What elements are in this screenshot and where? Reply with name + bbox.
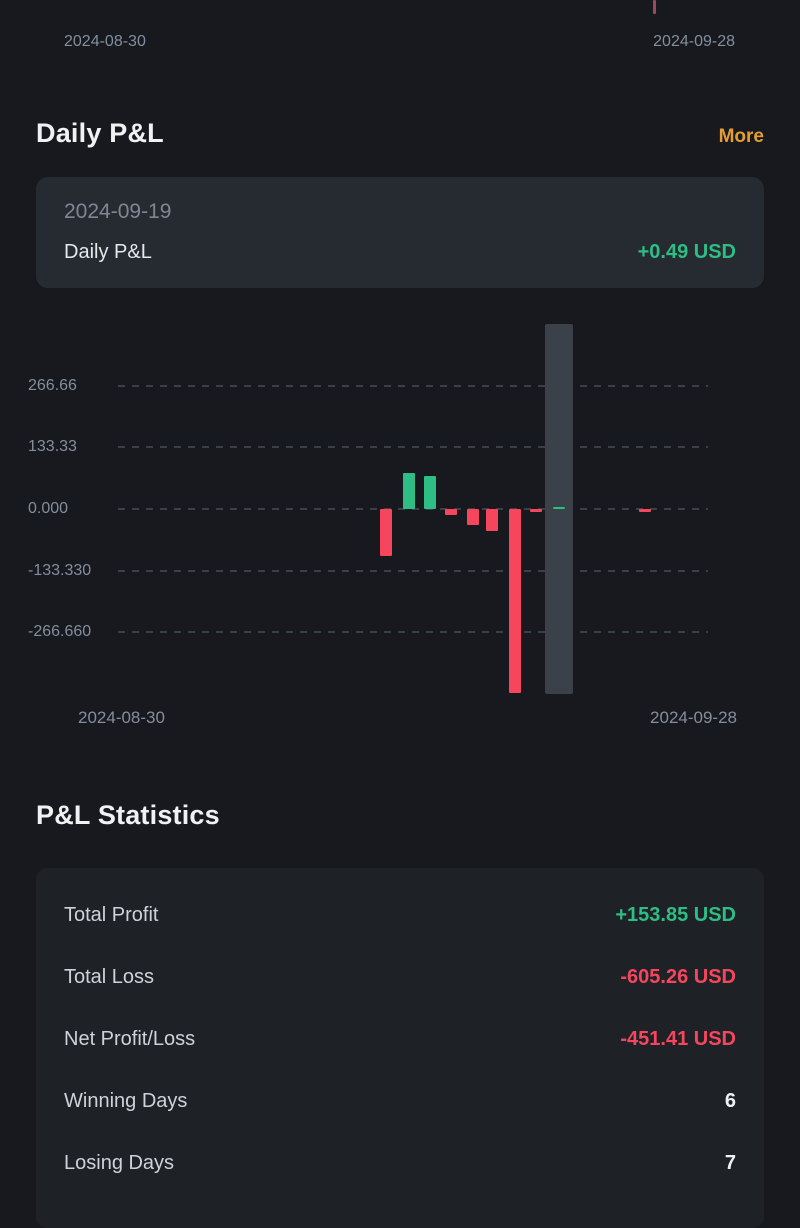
stat-label: Losing Days bbox=[64, 1151, 175, 1174]
stat-label: Total Profit bbox=[64, 903, 159, 926]
stat-value: 7 bbox=[724, 1151, 736, 1174]
y-tick-label: 133.33 bbox=[28, 438, 77, 456]
gridline bbox=[118, 446, 708, 449]
x-axis-start-date: 2024-08-30 bbox=[78, 708, 165, 727]
previous-chart-axis: 2024-08-30 2024-09-28 bbox=[0, 0, 800, 70]
daily-pnl-chart: 266.66 133.33 0.000 -133.330 -266.660 bbox=[0, 324, 800, 694]
stats-card: Total Profit +153.85 USD Total Loss -605… bbox=[36, 868, 764, 1228]
gridline bbox=[118, 631, 708, 634]
prev-axis-start-date: 2024-08-30 bbox=[64, 33, 146, 50]
pnl-statistics-header: P&L Statistics bbox=[0, 800, 800, 831]
chart-x-axis: 2024-08-30 2024-09-28 bbox=[0, 694, 800, 738]
stat-row: Total Profit +153.85 USD bbox=[64, 884, 736, 946]
stat-value: -605.26 USD bbox=[620, 965, 736, 988]
stat-value: 6 bbox=[724, 1089, 736, 1112]
bar[interactable] bbox=[402, 472, 415, 509]
selected-date: 2024-09-19 bbox=[64, 200, 172, 223]
stat-row: Losing Days 7 bbox=[64, 1132, 736, 1194]
selected-day-card: 2024-09-19 Daily P&L +0.49 USD bbox=[36, 177, 764, 288]
stat-value: -451.41 USD bbox=[620, 1027, 736, 1050]
previous-chart-bar-fragment bbox=[653, 0, 656, 14]
bar[interactable] bbox=[423, 475, 436, 509]
bar[interactable] bbox=[380, 509, 393, 557]
daily-pnl-title: Daily P&L bbox=[36, 118, 164, 148]
more-link[interactable]: More bbox=[718, 126, 764, 147]
bar[interactable] bbox=[509, 509, 522, 694]
y-tick-label: -133.330 bbox=[28, 561, 92, 579]
stat-label: Total Loss bbox=[64, 965, 155, 988]
selected-pnl-label: Daily P&L bbox=[64, 241, 152, 263]
bar-selected-day[interactable] bbox=[552, 507, 565, 509]
prev-axis-end-date: 2024-09-28 bbox=[653, 33, 735, 50]
x-axis-end-date: 2024-09-28 bbox=[650, 708, 737, 727]
y-tick-label: -266.660 bbox=[28, 623, 92, 641]
bar[interactable] bbox=[445, 509, 458, 516]
plot-area[interactable] bbox=[118, 324, 708, 694]
bar[interactable] bbox=[529, 509, 542, 512]
bar[interactable] bbox=[467, 509, 480, 525]
stat-label: Net Profit/Loss bbox=[64, 1027, 196, 1050]
stat-label: Winning Days bbox=[64, 1089, 188, 1112]
gridline bbox=[118, 384, 708, 387]
pnl-statistics-title: P&L Statistics bbox=[36, 800, 220, 830]
y-tick-label: 266.66 bbox=[28, 376, 77, 394]
stat-row: Total Loss -605.26 USD bbox=[64, 946, 736, 1008]
bar[interactable] bbox=[486, 509, 499, 532]
gridline bbox=[118, 569, 708, 572]
stat-value: +153.85 USD bbox=[615, 903, 736, 926]
stat-row: Net Profit/Loss -451.41 USD bbox=[64, 1008, 736, 1070]
stat-row: Winning Days 6 bbox=[64, 1070, 736, 1132]
gridline bbox=[118, 508, 708, 510]
bar[interactable] bbox=[638, 509, 651, 512]
daily-pnl-header: Daily P&L More bbox=[0, 118, 800, 149]
y-tick-label: 0.000 bbox=[28, 500, 69, 517]
selected-day-band bbox=[544, 324, 573, 694]
selected-pnl-row: Daily P&L +0.49 USD bbox=[64, 241, 736, 264]
selected-pnl-value: +0.49 USD bbox=[637, 241, 736, 263]
